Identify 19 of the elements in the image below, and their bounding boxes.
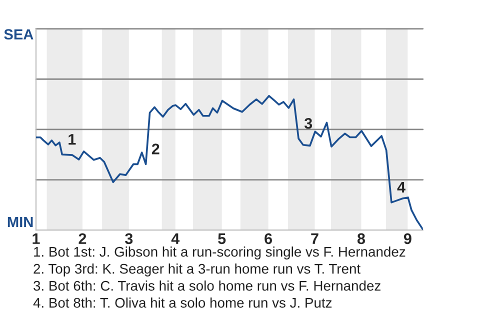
annotation: 4 — [397, 182, 406, 192]
x-tick-label: 4 — [171, 233, 180, 244]
text: SEA — [4, 29, 34, 40]
annotation: 2 — [152, 144, 160, 154]
text: MIN — [8, 217, 33, 228]
x-tick-label: 7 — [311, 233, 318, 244]
x-tick-label: 9 — [404, 233, 412, 244]
x-tick-label: 8 — [357, 233, 366, 244]
text: 2. Top 3rd: K. Seager hit a 3-run home run vs T. Trent — [34, 264, 360, 276]
text: 1. Bot 1st: J. Gibson hit a run-scoring single vs F. Hernandez — [34, 246, 406, 260]
x-tick-label: 3 — [125, 233, 133, 244]
text: 4. Bot 8th: T. Oliva hit a solo home run vs J. Putz — [33, 298, 332, 308]
annotation: 1 — [68, 134, 76, 145]
x-tick-label: 2 — [78, 233, 86, 244]
annotation: 3 — [304, 118, 312, 129]
x-tick-label: 1 — [32, 233, 40, 244]
x-tick-label: 5 — [218, 233, 226, 244]
x-tick-label: 6 — [264, 233, 272, 244]
text: 3. Bot 6th: C. Travis hit a solo home run vs F. Hernandez — [34, 280, 380, 291]
